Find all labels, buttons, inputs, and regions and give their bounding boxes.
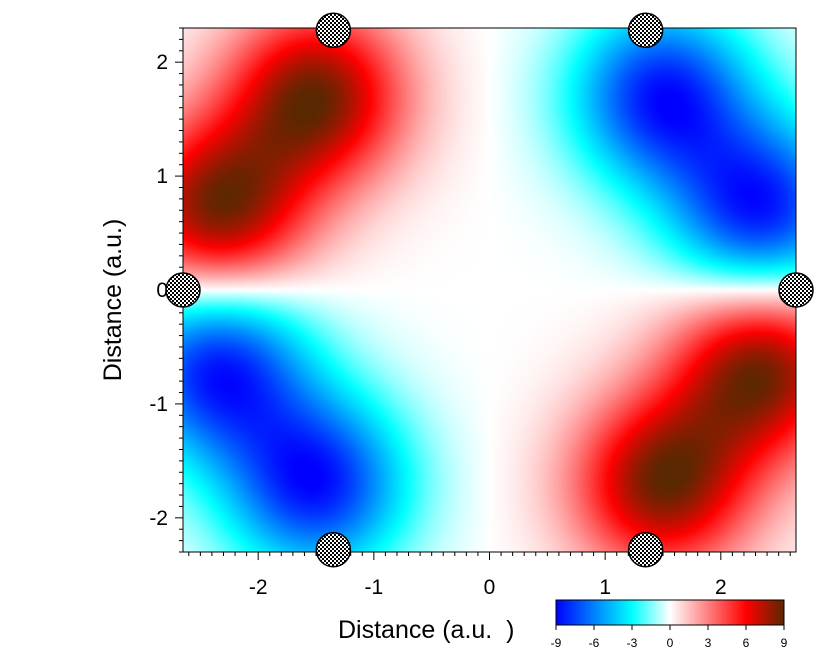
nucleus-marker (315, 12, 352, 49)
colorbar-tick-label: -6 (589, 636, 600, 650)
y-tick-label: 2 (156, 51, 168, 74)
y-axis: -2 -1 0 1 2 (149, 27, 183, 553)
y-tick-label: -1 (149, 393, 168, 416)
x-tick-label: 2 (715, 576, 727, 599)
colorbar-tick-label: 0 (667, 636, 674, 650)
y-tick-label: -2 (149, 507, 168, 530)
nuclei-markers (165, 12, 814, 568)
nucleus-marker (165, 272, 201, 308)
colorbar-tick-label: -9 (551, 636, 562, 650)
colorbar-ticks: -9 -6 -3 0 3 6 9 (551, 625, 788, 650)
nucleus-marker (315, 531, 352, 568)
x-axis-title: Distance (a.u. ) (338, 616, 514, 644)
x-axis: -2 -1 0 1 2 (188, 552, 791, 599)
heatmap (183, 28, 796, 552)
colorbar-tick-label: -3 (627, 636, 638, 650)
colorbar-tick-label: 9 (781, 636, 788, 650)
nucleus-marker (627, 12, 664, 49)
x-tick-label: -2 (249, 576, 268, 599)
nucleus-marker (778, 272, 814, 308)
x-tick-label: -1 (364, 576, 383, 599)
y-tick-label: 0 (156, 279, 168, 302)
x-tick-label: 1 (599, 576, 611, 599)
colorbar: -9 -6 -3 0 3 6 9 (551, 599, 788, 650)
y-axis-title: Distance (a.u.) (99, 219, 127, 382)
colorbar-gradient (555, 599, 785, 626)
nucleus-marker (627, 531, 664, 568)
colorbar-tick-label: 6 (743, 636, 750, 650)
colorbar-tick-label: 3 (705, 636, 712, 650)
y-tick-label: 1 (156, 165, 168, 188)
x-tick-label: 0 (484, 576, 496, 599)
